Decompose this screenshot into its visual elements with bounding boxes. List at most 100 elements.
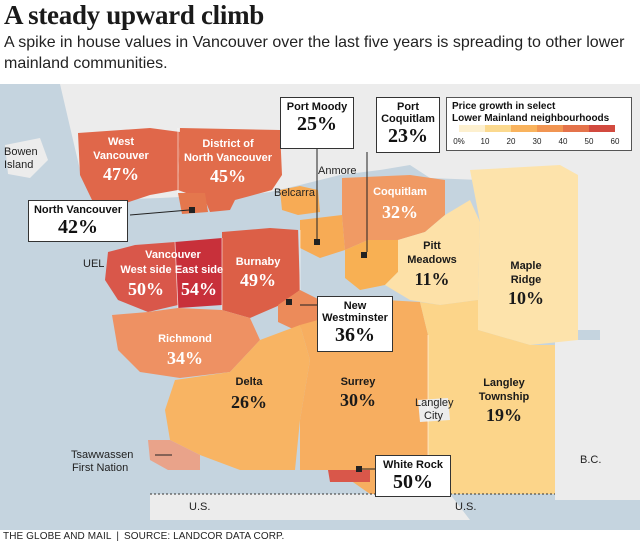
region-pitt-meadows [385,200,480,305]
place-us-east: U.S. [455,501,476,513]
value-west-vancouver: 47% [103,164,139,184]
legend-title: Price growth in select Lower Mainland ne… [452,101,609,125]
region-coquitlam [342,175,445,250]
legend: Price growth in select Lower Mainland ne… [446,97,632,151]
callout-north-vancouver-value: 42% [58,216,98,238]
label-vancouver-west-side: West side [120,264,171,276]
value-langley-township: 19% [486,405,522,425]
callout-port-moody-name: Port Moody [286,101,348,113]
callout-port-coquitlam-value: 23% [388,125,428,147]
label-district-nv-1: District of [202,138,254,150]
value-coquitlam: 32% [382,202,418,222]
place-anmore: Anmore [318,165,357,177]
legend-swatch [485,125,511,132]
marker-port-coquitlam [361,252,367,258]
place-bowen-island-1: Bowen [4,146,38,158]
legend-tick: 50 [585,137,594,146]
legend-tick: 20 [507,137,516,146]
label-coquitlam: Coquitlam [373,186,427,198]
region-langley-township [420,300,555,494]
callout-new-westminster-name-1: New [343,300,367,312]
legend-swatch [459,125,485,132]
label-delta: Delta [236,376,264,388]
region-belcarra [280,186,320,215]
legend-scale: 0% 10 20 30 40 50 60 [453,125,620,146]
callout-port-coquitlam: Port Coquitlam 23% [376,97,440,153]
place-belcarra: Belcarra [274,187,316,199]
label-langley-township-2: Township [479,391,530,403]
marker-white-rock [356,466,362,472]
label-surrey: Surrey [341,376,377,388]
place-tsawwassen-2: First Nation [72,462,128,474]
value-burnaby: 49% [240,270,276,290]
region-district-north-vancouver [178,128,282,212]
label-district-nv-2: North Vancouver [184,152,273,164]
legend-tick: 10 [481,137,490,146]
callout-white-rock-value: 50% [393,471,433,493]
region-burnaby [222,228,300,318]
subtitle: A spike in house values in Vancouver ove… [4,34,625,72]
us-land [150,494,470,520]
bowen-island-shape [5,138,48,178]
credit: THE GLOBE AND MAIL | SOURCE: LANDCOR DAT… [3,531,286,542]
place-tsawwassen-1: Tsawwassen [71,449,133,461]
label-richmond: Richmond [158,333,212,345]
label-maple-ridge-1: Maple [510,260,541,272]
place-bc: B.C. [580,454,601,466]
callout-new-westminster-name-2: Westminster [322,312,388,324]
legend-tick: 40 [559,137,568,146]
value-pitt-meadows: 11% [414,269,449,289]
place-langley-city-2: City [424,410,443,422]
region-richmond [112,308,260,378]
label-west-vancouver-1: West [108,136,134,148]
callout-port-moody: Port Moody 25% [280,97,354,149]
legend-tick: 60 [611,137,620,146]
region-port-moody [300,215,345,258]
value-district-nv: 45% [210,166,246,186]
label-maple-ridge-2: Ridge [511,274,542,286]
label-burnaby: Burnaby [236,256,282,268]
credit-publisher: THE GLOBE AND MAIL [3,531,112,542]
credit-separator: | [116,531,120,542]
region-delta [165,325,310,470]
callout-port-coquitlam-name-1: Port [397,101,419,113]
place-uel: UEL [83,258,104,270]
value-richmond: 34% [167,348,203,368]
credit-source: SOURCE: LANDCOR DATA CORP. [123,531,285,542]
region-west-vancouver [78,128,180,205]
legend-title-1: Price growth in select [452,101,556,112]
region-maple-ridge [470,165,578,345]
value-vancouver-east-side: 54% [181,279,217,299]
value-vancouver-west-side: 50% [128,279,164,299]
callout-north-vancouver: North Vancouver 42% [28,200,128,242]
place-us-west: U.S. [189,501,210,513]
value-surrey: 30% [340,390,376,410]
leader-lines [129,148,375,470]
callout-port-moody-value: 25% [297,113,337,135]
legend-swatch [589,125,615,132]
region-langley-city [418,398,450,422]
value-delta: 26% [231,392,267,412]
value-maple-ridge: 10% [508,288,544,308]
legend-tick: 0% [453,137,465,146]
marker-port-moody [314,239,320,245]
label-langley-township-1: Langley [483,377,525,389]
callout-white-rock-name: White Rock [383,459,443,471]
region-white-rock [328,470,370,482]
region-port-coquitlam [345,240,398,290]
callout-port-coquitlam-name-2: Coquitlam [381,113,435,125]
label-pitt-meadows-2: Meadows [407,254,457,266]
label-vancouver: Vancouver [145,249,201,261]
callout-new-westminster: New Westminster 36% [317,296,393,352]
label-west-vancouver-2: Vancouver [93,150,149,162]
region-vancouver-east-side [175,238,222,308]
legend-swatch [537,125,563,132]
place-langley-city-1: Langley [415,397,454,409]
legend-swatch [563,125,589,132]
legend-swatch [511,125,537,132]
marker-north-vancouver [189,207,195,213]
marker-new-westminster [286,299,292,305]
land-bc-east [555,340,640,500]
region-tsawwassen [148,440,200,470]
callout-white-rock: White Rock 50% [375,455,451,497]
